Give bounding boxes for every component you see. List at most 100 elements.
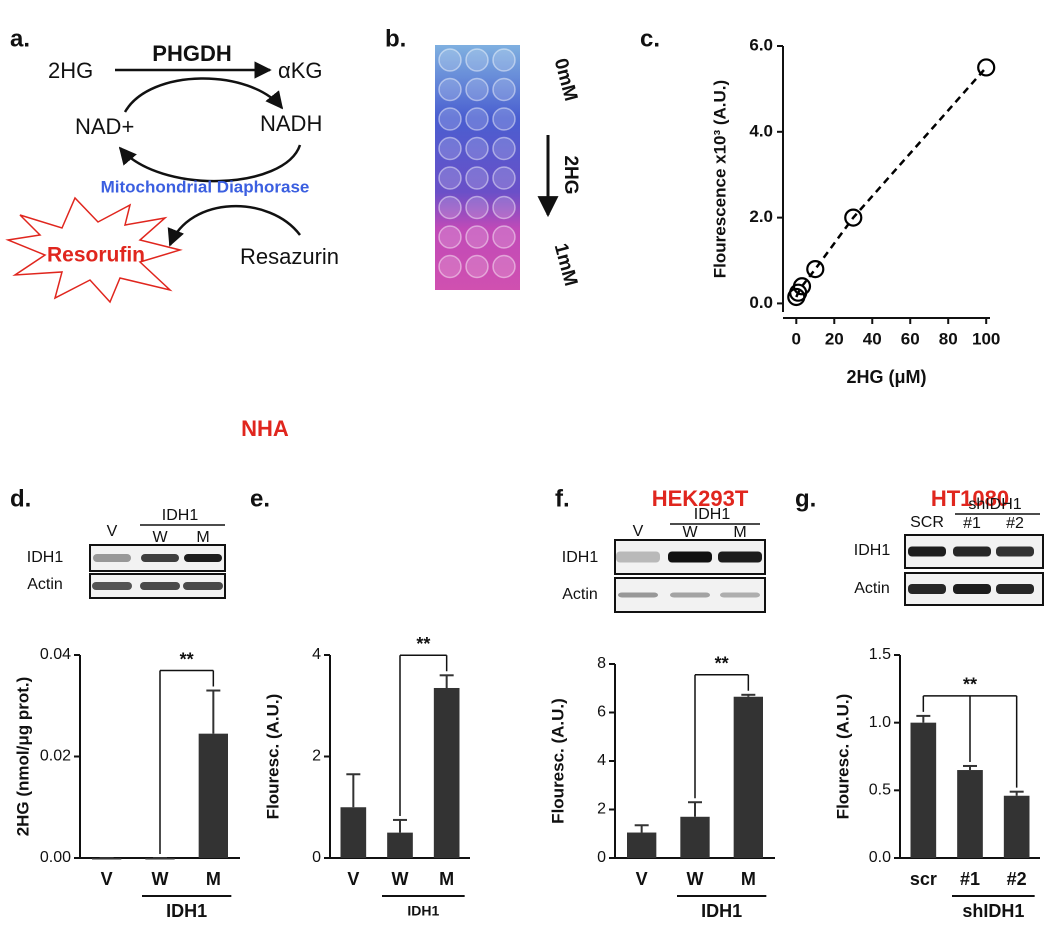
group-label: shIDH1 [962,901,1024,921]
group-label: IDH1 [407,903,439,919]
x-tick-label: 40 [863,329,882,348]
significance-label: ** [715,654,729,674]
significance-label: ** [416,634,430,654]
recycle-arrow [118,144,302,183]
lane-label: M [196,529,209,546]
well [492,136,516,161]
well [492,225,516,249]
y-tick-label: 1.5 [869,646,891,663]
y-tick-label: 4 [597,752,606,769]
y-tick-label: 1.0 [869,714,891,731]
plate-bottom-label: 1mM [550,241,581,288]
y-tick-label: 0.00 [40,849,71,866]
bar [1003,795,1030,858]
well [465,136,489,161]
y-tick-label: 2 [597,801,606,818]
dye-arrow [167,205,301,247]
x-tick-label: M [439,869,454,889]
bar [957,770,983,858]
y-tick-label: 0.0 [869,849,891,866]
well [438,225,462,249]
cofactor-arrow [123,77,284,113]
plate [435,45,520,290]
row-label: IDH1 [27,549,64,566]
y-tick-label: 0.5 [869,782,891,799]
dye-substrate: Resazurin [240,244,339,269]
x-tick-label: M [206,869,221,889]
point [792,277,812,296]
lane-label: SCR [910,514,944,531]
band [953,546,991,557]
x-tick-label: 0 [792,329,801,348]
band [953,584,991,594]
point [844,208,863,227]
significance-label: ** [180,649,194,669]
panel-label: d. [10,485,31,512]
x-tick-label: M [741,869,756,889]
y-tick-label: 0.02 [40,748,71,765]
y-tick-label: 4.0 [749,121,773,140]
well [438,166,462,190]
panel-label: b. [385,25,406,52]
coupling-enzyme: Mitochondrial Diaphorase [101,177,310,196]
bar [680,816,710,858]
bar [387,832,413,858]
well [465,48,489,72]
significance-bracket [694,674,750,799]
well [492,107,516,131]
well [438,77,462,102]
x-tick-label: #2 [1007,869,1027,889]
well [465,225,489,249]
row-label: IDH1 [562,549,599,566]
band [718,551,762,563]
well [438,107,462,131]
lane-label: #2 [1006,515,1024,532]
x-tick-label: #1 [960,869,980,889]
band [92,582,132,590]
lane-group: IDH1 [694,506,731,523]
cell-line: HEK293T [652,486,749,511]
group-label: IDH1 [701,901,742,921]
dye-product: Resorufin [47,244,145,267]
well [492,48,516,72]
significance-bracket [399,654,448,816]
x-axis-label: 2HG (μM) [846,367,926,387]
well [465,254,489,279]
band [996,546,1034,557]
band [183,582,223,590]
substrate: 2HG [48,58,93,83]
row-label: IDH1 [854,542,891,559]
band [668,551,712,563]
cofactor-in: NAD+ [75,114,134,139]
y-tick-label: 8 [597,655,606,672]
lane-group: shIDH1 [968,496,1021,513]
bar [733,696,763,858]
x-tick-label: V [636,869,648,889]
panel-label: a. [10,25,30,52]
x-tick-label: W [392,869,409,889]
well [465,166,489,190]
blot [614,577,766,613]
x-tick-label: 80 [939,329,958,348]
band [93,554,131,562]
bar [627,832,657,858]
lane-label: W [682,524,698,541]
row-label: Actin [562,586,598,603]
x-tick-label: W [687,869,704,889]
well [492,77,516,102]
y-tick-label: 4 [312,646,321,663]
x-tick-label: scr [910,869,937,889]
band [616,551,660,563]
starburst [5,196,183,304]
enzyme: PHGDH [152,41,231,66]
panel-label: c. [640,25,660,52]
y-tick-label: 2 [312,748,321,765]
panel-label: e. [250,485,270,512]
well [438,48,462,72]
well [465,77,489,102]
x-tick-label: 60 [901,329,920,348]
band [184,554,222,562]
bar [198,733,228,858]
y-axis-label: Flouresc. (A.U.) [833,694,852,820]
significance-bracket [922,695,1018,788]
